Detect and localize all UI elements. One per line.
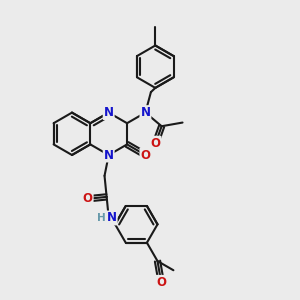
Text: O: O [83, 192, 93, 205]
Text: N: N [107, 212, 117, 224]
Text: N: N [140, 106, 150, 119]
Text: O: O [156, 276, 166, 289]
Text: O: O [140, 148, 150, 161]
Text: N: N [104, 148, 114, 161]
Text: N: N [104, 106, 114, 119]
Text: H: H [97, 213, 106, 223]
Text: O: O [151, 137, 160, 150]
